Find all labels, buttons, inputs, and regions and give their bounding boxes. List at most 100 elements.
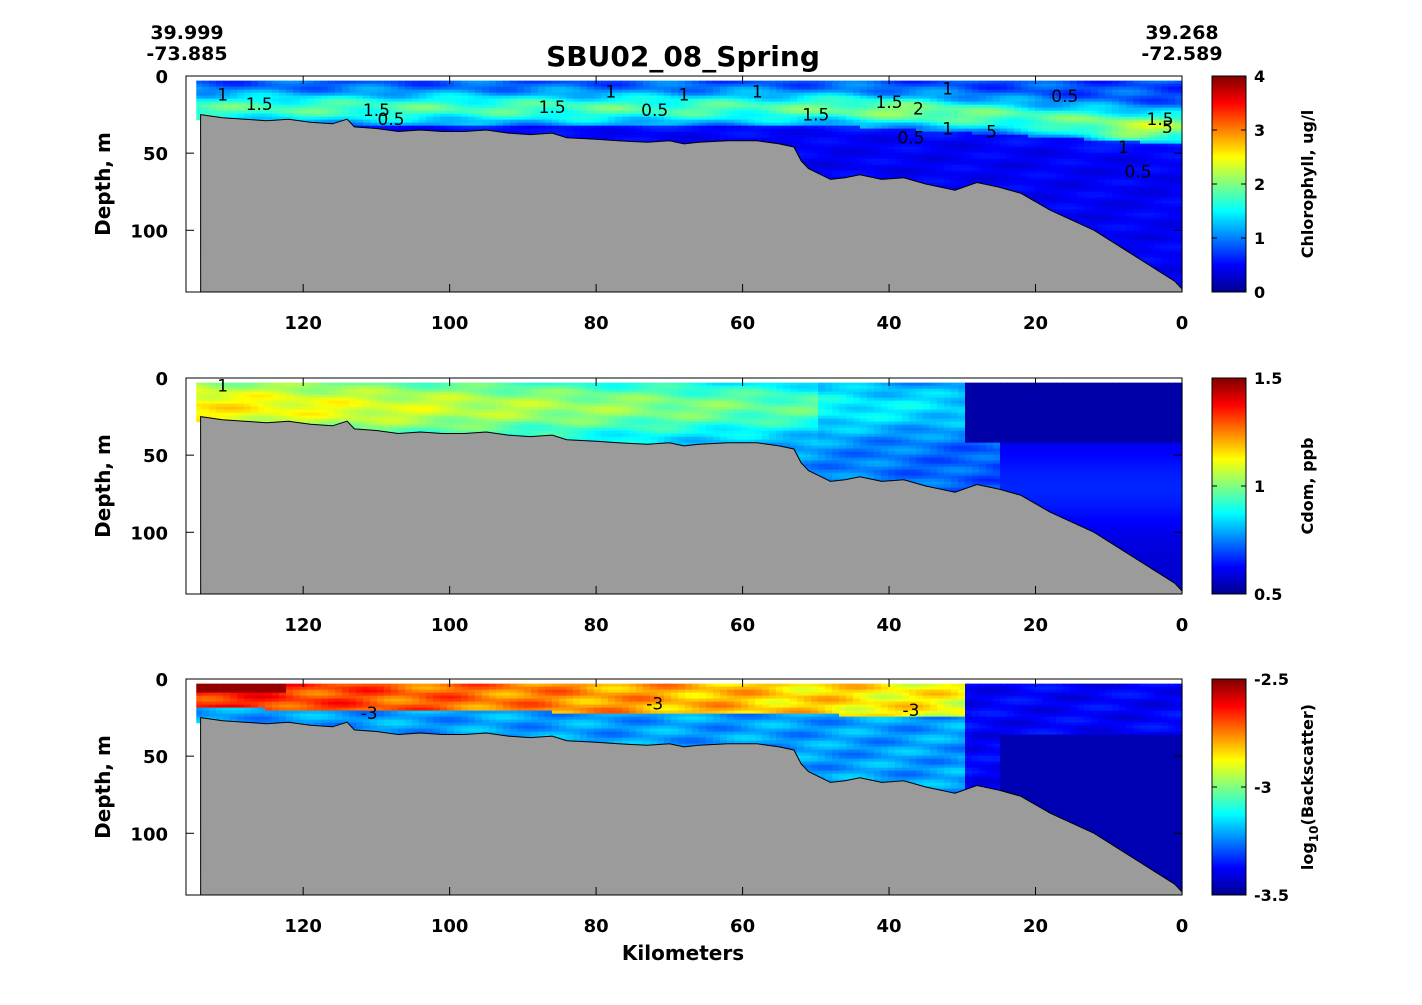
field-cell — [223, 394, 231, 399]
field-cell — [811, 149, 819, 154]
field-cell — [370, 382, 378, 387]
field-cell — [1119, 242, 1127, 247]
field-cell — [1084, 80, 1092, 85]
field-cell — [853, 161, 861, 166]
field-cell — [426, 104, 434, 109]
colorbar-chlorophyll — [1211, 75, 1247, 293]
field-cell — [377, 83, 385, 88]
field-cell — [496, 83, 504, 88]
field-cell — [244, 113, 252, 118]
field-cell — [1028, 104, 1036, 109]
field-cell — [517, 385, 525, 390]
field-cell — [1042, 86, 1050, 91]
field-cell — [524, 128, 532, 133]
field-cell — [216, 110, 224, 115]
field-cell — [1140, 104, 1148, 109]
field-cell — [839, 161, 847, 166]
field-cell — [1112, 155, 1120, 160]
field-cell — [1042, 113, 1050, 118]
field-cell — [979, 134, 987, 139]
field-cell — [1105, 86, 1113, 91]
field-cell — [594, 95, 602, 100]
field-cell — [741, 107, 749, 112]
field-cell — [986, 173, 994, 178]
field-cell — [363, 89, 371, 94]
field-cell — [433, 128, 441, 133]
field-cell — [272, 415, 280, 420]
field-cell — [965, 146, 973, 151]
field-cell — [342, 409, 350, 414]
field-cell — [433, 382, 441, 387]
field-cell — [1021, 173, 1029, 178]
field-cell — [1175, 80, 1183, 85]
field-cell — [874, 104, 882, 109]
field-cell — [1077, 131, 1085, 136]
field-cell — [930, 119, 938, 124]
field-cell — [1175, 275, 1183, 280]
field-cell — [440, 412, 448, 417]
field-cell — [1168, 95, 1176, 100]
field-cell — [951, 179, 959, 184]
field-cell — [1147, 158, 1155, 163]
field-cell — [349, 406, 357, 411]
field-cell — [517, 409, 525, 414]
field-cell — [405, 424, 413, 429]
field-cell — [839, 173, 847, 178]
field-cell — [468, 89, 476, 94]
field-cell — [916, 134, 924, 139]
field-cell — [321, 412, 329, 417]
field-cell — [937, 179, 945, 184]
field-cell — [993, 155, 1001, 160]
field-cell — [419, 98, 427, 103]
field-cell — [405, 418, 413, 423]
field-cell — [552, 385, 560, 390]
field-cell — [265, 101, 273, 106]
field-cell — [363, 388, 371, 393]
field-cell — [1056, 209, 1064, 214]
field-cell — [440, 391, 448, 396]
field-cell — [818, 101, 826, 106]
field-cell — [440, 424, 448, 429]
field-cell — [321, 382, 329, 387]
field-cell — [1049, 173, 1057, 178]
field-cell — [531, 382, 539, 387]
field-cell — [860, 131, 868, 136]
field-cell — [1049, 167, 1057, 172]
field-cell — [335, 418, 343, 423]
field-cell — [664, 110, 672, 115]
field-cell — [1119, 218, 1127, 223]
field-cell — [762, 83, 770, 88]
field-cell — [923, 119, 931, 124]
field-cell — [300, 397, 308, 402]
field-cell — [853, 155, 861, 160]
field-cell — [454, 391, 462, 396]
field-cell — [1140, 206, 1148, 211]
field-cell — [769, 122, 777, 127]
field-cell — [433, 415, 441, 420]
field-cell — [1119, 200, 1127, 205]
field-cell — [559, 427, 567, 432]
field-cell — [1168, 251, 1176, 256]
field-cell — [1028, 191, 1036, 196]
field-cell — [468, 128, 476, 133]
field-cell — [216, 394, 224, 399]
field-cell — [356, 424, 364, 429]
field-cell — [783, 104, 791, 109]
field-cell — [839, 80, 847, 85]
field-cell — [314, 409, 322, 414]
field-cell — [727, 137, 735, 142]
field-cell — [342, 388, 350, 393]
field-cell — [440, 394, 448, 399]
field-cell — [979, 167, 987, 172]
field-cell — [384, 119, 392, 124]
field-cell — [468, 125, 476, 130]
field-cell — [300, 406, 308, 411]
field-cell — [216, 385, 224, 390]
field-cell — [566, 80, 574, 85]
field-cell — [503, 388, 511, 393]
field-cell — [363, 382, 371, 387]
contour-label: 1.5 — [246, 95, 273, 115]
field-cell — [930, 164, 938, 169]
field-cell — [993, 143, 1001, 148]
field-cell — [587, 388, 595, 393]
